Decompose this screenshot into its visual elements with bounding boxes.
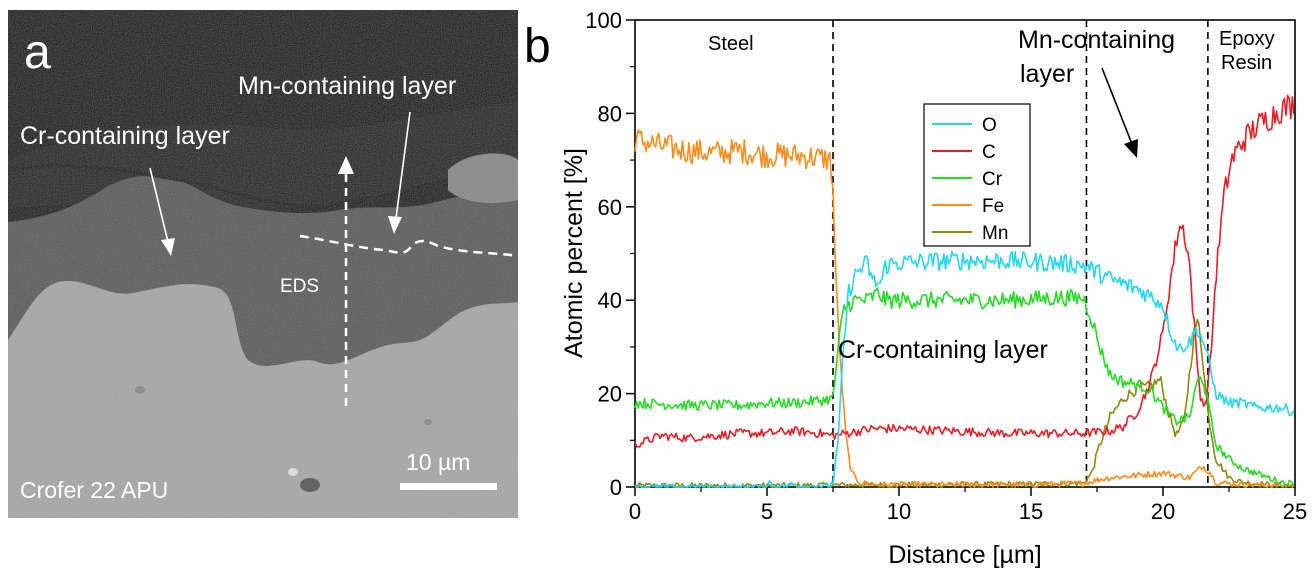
mn-annotation-arrow-head [1124, 139, 1138, 158]
sem-micrograph: a Mn-containing layer Cr-containing laye… [8, 10, 518, 518]
plot-frame [634, 19, 1296, 488]
legend-label-o: O [982, 115, 997, 136]
mn-layer-annotation: Mn-containing layer [238, 72, 456, 100]
cr-label-arrow-head [161, 238, 175, 256]
mn-region-label-line1: Mn-containing [1018, 26, 1175, 54]
cr-layer-annotation: Cr-containing layer [20, 122, 230, 150]
legend-label-c: C [982, 142, 996, 163]
epoxy-region-label-line2: Resin [1221, 52, 1272, 74]
y-tick-label-2: 40 [598, 288, 622, 313]
inclusion-4 [424, 419, 432, 425]
x-tick-label-1: 5 [761, 499, 773, 524]
legend-label-cr: Cr [982, 169, 1003, 190]
inclusion-1 [300, 478, 320, 492]
x-tick-label-5: 25 [1283, 499, 1307, 524]
cr-region-label: Cr-containing layer [838, 336, 1048, 364]
inclusion-2 [288, 468, 298, 476]
resin-particle [448, 153, 518, 203]
legend-box [923, 103, 1031, 247]
scale-bar-label: 10 µm [406, 449, 470, 475]
y-axis-label: Atomic percent [%] [560, 148, 588, 358]
inclusion-3 [135, 386, 145, 394]
x-tick-label-4: 20 [1151, 499, 1175, 524]
axis-ticks: 0 5 10 15 20 25 0 20 40 60 80 100 [585, 8, 1307, 524]
eds-arrow-head [338, 156, 354, 174]
eds-line-profile-chart: b 0 5 10 15 20 25 0 20 40 60 80 100 Distance [µm] A… [524, 8, 1307, 569]
eds-profile-panel: b 0 5 10 15 20 25 0 20 40 60 80 100 Distance [µm] A… [520, 0, 1315, 573]
mn-region-label-line2: layer [1020, 60, 1074, 88]
sample-annotation: Crofer 22 APU [20, 477, 168, 503]
mn-label-arrow-head [388, 216, 402, 234]
series-line-c [634, 94, 1295, 448]
epoxy-region-label-line1: Epoxy [1219, 28, 1275, 50]
series-line-o [635, 250, 1295, 488]
panel-a-label: a [24, 26, 51, 79]
region-boundaries [832, 20, 1209, 487]
cr-label-arrow [149, 167, 169, 243]
mn-label-arrow [395, 111, 411, 219]
x-tick-label-3: 15 [1019, 499, 1043, 524]
legend: OC Cr Fe Mn [923, 103, 1031, 247]
y-tick-label-5: 100 [585, 8, 622, 33]
scale-bar [400, 483, 497, 490]
series-line-cr [634, 287, 1295, 487]
y-tick-label-1: 20 [598, 382, 622, 407]
interface-crack [8, 164, 439, 209]
x-tick-label-0: 0 [629, 499, 641, 524]
legend-label-mn: Mn [982, 223, 1008, 244]
y-tick-label-4: 80 [598, 101, 622, 126]
mn-annotation-arrow [1101, 67, 1133, 145]
steel-substrate-region [8, 281, 518, 518]
mn-layer-boundary [299, 234, 518, 258]
eds-annotation: EDS [280, 276, 319, 297]
y-tick-label-0: 0 [610, 475, 622, 500]
series-lines [634, 94, 1295, 488]
y-tick-label-3: 60 [598, 195, 622, 220]
x-tick-label-2: 10 [887, 499, 911, 524]
sem-micrograph-panel: a Mn-containing layer Cr-containing laye… [8, 10, 518, 518]
steel-region-label: Steel [708, 33, 754, 55]
series-line-fe [634, 129, 1295, 488]
x-axis-label: Distance [µm] [888, 541, 1041, 569]
panel-b-label: b [524, 20, 551, 73]
legend-label-fe: Fe [982, 196, 1004, 217]
